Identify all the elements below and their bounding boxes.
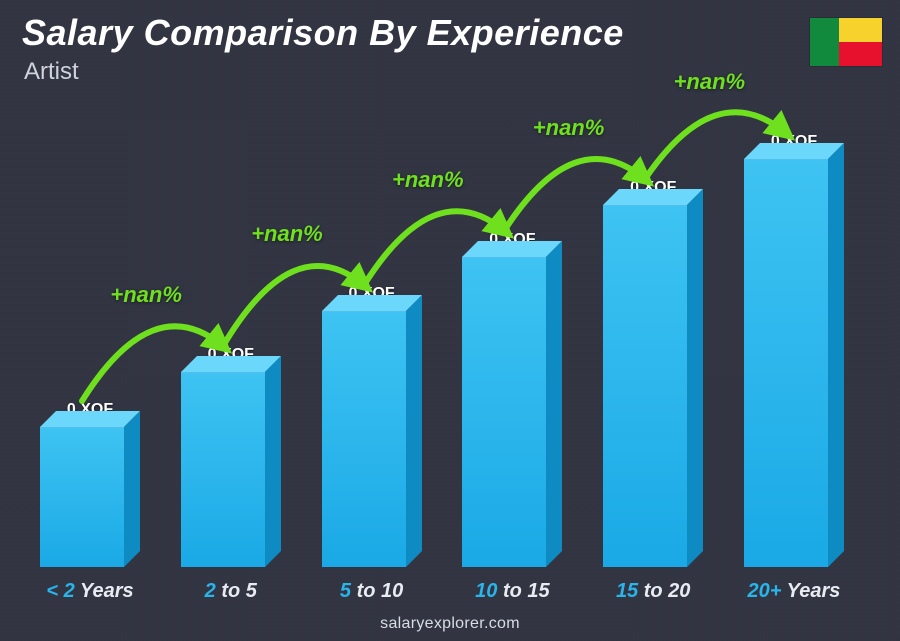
bar (603, 205, 703, 567)
bar-front (744, 159, 828, 567)
x-axis-label-secondary: to 20 (644, 580, 691, 602)
bar (744, 159, 844, 567)
x-axis-label-primary: 5 (340, 580, 351, 602)
x-axis-label-primary: < 2 (46, 580, 74, 602)
bar-chart: 0 XOF0 XOF0 XOF0 XOF0 XOF0 XOF (30, 120, 854, 567)
chart-canvas: Salary Comparison By Experience Artist A… (0, 0, 900, 641)
bar-column: 0 XOF (312, 285, 432, 567)
x-axis-label-secondary: to 15 (503, 580, 550, 602)
flag-yellow (839, 18, 882, 42)
x-axis-label: 20+ Years (734, 580, 854, 603)
x-axis-label-secondary: to 5 (221, 580, 257, 602)
flag-benin (810, 18, 882, 66)
x-axis-label: 15 to 20 (593, 580, 713, 603)
bar (40, 427, 140, 567)
bar-front (603, 205, 687, 567)
page-subtitle: Artist (24, 58, 79, 86)
bar-front (181, 372, 265, 567)
bar-front (322, 311, 406, 567)
bar-column: 0 XOF (30, 401, 150, 567)
x-axis-label-secondary: to 10 (357, 580, 404, 602)
x-axis-label-secondary: Years (80, 580, 134, 602)
x-axis-label: 5 to 10 (312, 580, 432, 603)
flag-green (810, 18, 839, 66)
bar-side (687, 189, 703, 567)
bar-side (828, 143, 844, 567)
bar-front (462, 257, 546, 567)
bar-side (124, 411, 140, 567)
x-axis-label-primary: 20+ (748, 580, 782, 602)
bar-column: 0 XOF (593, 179, 713, 567)
bar (322, 311, 422, 567)
bar (181, 372, 281, 567)
x-axis-label-primary: 2 (205, 580, 216, 602)
x-axis-label-primary: 10 (475, 580, 497, 602)
x-axis-label: < 2 Years (30, 580, 150, 603)
x-axis-label-primary: 15 (616, 580, 638, 602)
x-axis-label: 10 to 15 (452, 580, 572, 603)
delta-percent-label: +nan% (674, 69, 746, 95)
x-axis: < 2 Years 2 to 5 5 to 10 10 to 15 15 to 20 20… (30, 580, 854, 603)
bar-column: 0 XOF (452, 231, 572, 567)
bar-side (265, 356, 281, 567)
bar-column: 0 XOF (734, 133, 854, 567)
footer-credit: salaryexplorer.com (0, 615, 900, 633)
bar-side (406, 295, 422, 567)
bar-front (40, 427, 124, 567)
bar-side (546, 241, 562, 567)
bar-column: 0 XOF (171, 346, 291, 567)
page-title: Salary Comparison By Experience (22, 12, 624, 54)
bar (462, 257, 562, 567)
x-axis-label-secondary: Years (787, 580, 841, 602)
x-axis-label: 2 to 5 (171, 580, 291, 603)
flag-red (839, 42, 882, 66)
